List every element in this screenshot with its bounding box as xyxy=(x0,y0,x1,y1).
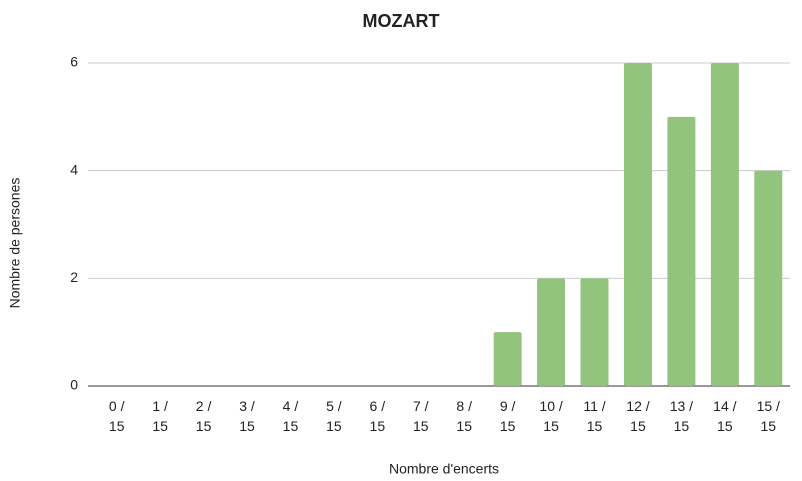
x-tick-label: 8 / 15 xyxy=(456,398,472,434)
y-tick-label: 0 xyxy=(70,377,78,393)
x-axis-label: Nombre d'encerts xyxy=(389,461,499,477)
bar xyxy=(667,116,696,386)
bar xyxy=(580,278,609,386)
x-tick-label: 0 / 15 xyxy=(108,398,125,434)
x-tick-label: 13 / 15 xyxy=(669,398,694,434)
y-tick-label: 2 xyxy=(70,269,78,285)
bar xyxy=(493,332,522,386)
chart-title: MOZART xyxy=(363,11,440,31)
x-tick-label: 10 / 15 xyxy=(539,398,563,434)
bar xyxy=(710,63,739,386)
y-tick-label: 6 xyxy=(70,54,78,70)
x-tick-label: 7 / 15 xyxy=(412,398,429,434)
x-tick-label: 12 / 15 xyxy=(626,398,650,434)
x-tick-label: 11 / 15 xyxy=(583,398,606,434)
x-tick-label: 3 / 15 xyxy=(239,398,255,434)
x-tick-label: 1 / 15 xyxy=(152,398,168,434)
x-tick-label: 6 / 15 xyxy=(369,398,386,434)
x-tick-label: 14 / 15 xyxy=(713,398,737,434)
bar xyxy=(537,278,566,386)
x-tick-label: 15 / 15 xyxy=(756,398,780,434)
bar xyxy=(623,63,652,386)
y-axis-label: Nombre de persones xyxy=(7,178,23,309)
x-tick-label: 2 / 15 xyxy=(195,398,212,434)
x-tick-label: 4 / 15 xyxy=(282,398,299,434)
x-tick-label: 5 / 15 xyxy=(326,398,342,434)
y-tick-label: 4 xyxy=(70,161,78,177)
bar xyxy=(754,170,783,386)
x-tick-label: 9 / 15 xyxy=(499,398,516,434)
